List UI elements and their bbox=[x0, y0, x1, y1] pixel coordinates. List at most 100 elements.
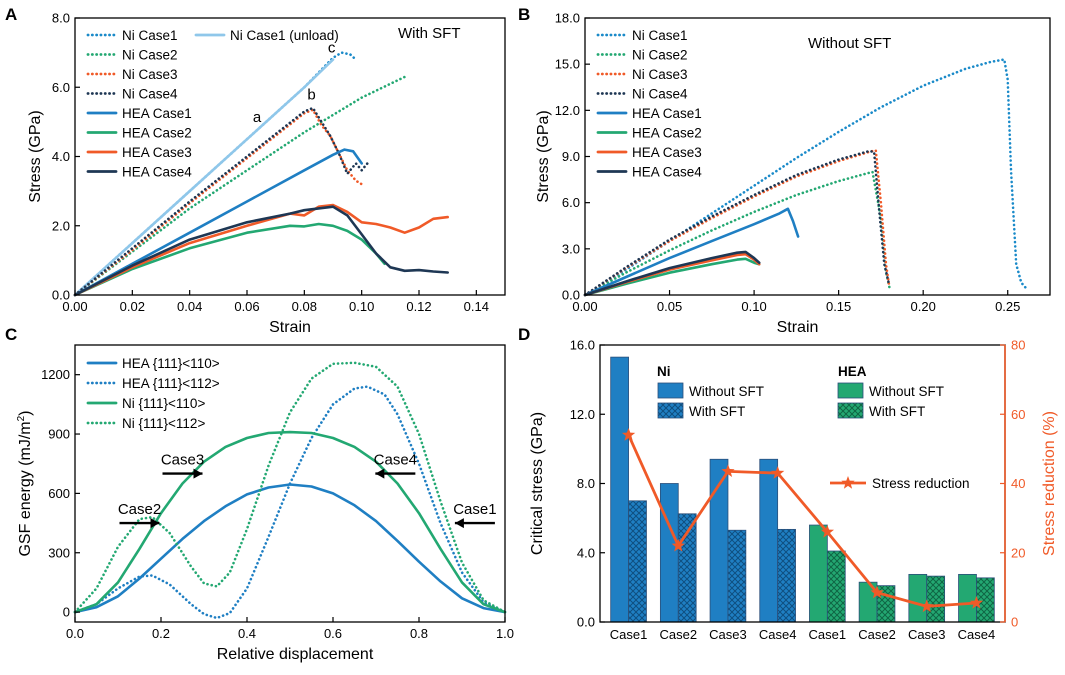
panel-d-right-y-tick-label: 60 bbox=[1011, 407, 1025, 422]
panel-b-legend-label-ni-case4: Ni Case4 bbox=[632, 87, 688, 102]
panel-a-legend-label-hea-case1: HEA Case1 bbox=[122, 106, 192, 121]
panel-b-series-ni-case1 bbox=[583, 58, 1030, 297]
panel-a-y-tick-label: 2.0 bbox=[52, 218, 70, 233]
panel-a-legend-label-ni-case1: Ni Case1 bbox=[122, 28, 178, 43]
panel-c-legend-label-hea-111-110: HEA {111}<110> bbox=[122, 356, 220, 371]
panel-c-y-tick-label: 600 bbox=[48, 486, 70, 501]
panel-d-stress-reduction-marker bbox=[969, 596, 984, 609]
panel-b-x-tick-label: 0.25 bbox=[995, 299, 1020, 314]
panel-c-legend-label-hea-111-112: HEA {111}<112> bbox=[122, 376, 220, 391]
panel-b-y-axis-title: Stress (GPa) bbox=[535, 110, 552, 202]
panel-c-y-tick-label: 1200 bbox=[41, 367, 70, 382]
panel-c-letter: C bbox=[5, 325, 17, 344]
panel-a-legend-label-ni-case4: Ni Case4 bbox=[122, 87, 178, 102]
panel-b-letter: B bbox=[518, 5, 530, 24]
panel-d-legend-label-stress-reduction: Stress reduction bbox=[872, 476, 970, 491]
panel-c-series-ni-111-112 bbox=[73, 361, 507, 614]
panel-a-series-hea-case3 bbox=[73, 203, 450, 297]
panel-c-arrow-head-case4 bbox=[375, 468, 385, 479]
panel-c-y-axis-title: GSF energy (mJ/m2) bbox=[16, 410, 34, 556]
panel-c-y-axis-title-main: GSF energy (mJ/m bbox=[17, 421, 34, 556]
panel-d-y-tick-label: 4.0 bbox=[577, 545, 595, 560]
panel-b-y-tick-label: 18.0 bbox=[555, 11, 580, 26]
panel-d-legend-group-title-hea: HEA bbox=[838, 364, 867, 379]
panel-a-y-tick-label: 0.0 bbox=[52, 288, 70, 303]
panel-c-y-axis-title-end: ) bbox=[17, 410, 34, 415]
panel-a-point-label-a: a bbox=[253, 109, 262, 126]
panel-b-y-tick-label: 0.0 bbox=[562, 288, 580, 303]
panel-a-legend-label-hea-case4: HEA Case4 bbox=[122, 165, 192, 180]
panel-c-gsf-energy: C 0.0 0.2 0.4 0.6 0.8 1.0 0 300 600 900 1200 Relativ… bbox=[5, 325, 514, 663]
panel-d-right-y-tick-label: 0 bbox=[1011, 615, 1018, 630]
panel-d-bar-without-sft-hea-case4 bbox=[958, 573, 977, 623]
panel-d-y-axis-title: Critical stress (GPa) bbox=[529, 412, 546, 555]
panel-d-critical-stress-bars: D Case1 Case2 Case3 Case4 Case1 Case2 Case3 Case… bbox=[518, 325, 1058, 642]
panel-d-y-tick-label: 16.0 bbox=[570, 338, 595, 353]
panel-d-bar-with-sft-hea-case4 bbox=[976, 577, 995, 623]
panel-c-arrow-head-case3 bbox=[193, 468, 203, 479]
panel-b-x-tick-label: 0.15 bbox=[826, 299, 851, 314]
panel-b-y-tick-label: 12.0 bbox=[555, 103, 580, 118]
panel-c-x-tick-label: 0.4 bbox=[238, 626, 256, 641]
panel-a-x-tick-label: 0.02 bbox=[120, 299, 145, 314]
panel-c-arrow-head-case1 bbox=[454, 518, 464, 529]
panel-b-legend-label-hea-case1: HEA Case1 bbox=[632, 106, 702, 121]
panel-d-x-tick-label: Case2 bbox=[659, 627, 697, 642]
panel-b-y-tick-label: 9.0 bbox=[562, 149, 580, 164]
panel-b-x-axis-title: Strain bbox=[777, 319, 819, 336]
panel-d-stress-reduction-marker bbox=[870, 585, 884, 599]
panel-c-x-tick-label: 0.0 bbox=[66, 626, 84, 641]
panel-d-bar-without-sft-ni-case1 bbox=[610, 356, 629, 623]
panel-d-bar-with-sft-hea-case3 bbox=[926, 575, 946, 623]
panel-c-x-tick-label: 1.0 bbox=[496, 626, 514, 641]
panel-a-y-axis-title: Stress (GPa) bbox=[27, 110, 44, 202]
panel-c-arrow-head-case2 bbox=[150, 518, 160, 529]
panel-c-x-axis-title: Relative displacement bbox=[217, 646, 374, 663]
panel-a-legend-label-ni-case3: Ni Case3 bbox=[122, 67, 178, 82]
panel-c-legend-label-ni-111-110: Ni {111}<110> bbox=[122, 396, 205, 411]
panel-b-legend-label-ni-case3: Ni Case3 bbox=[632, 67, 688, 82]
panel-d-stress-reduction-marker bbox=[920, 599, 934, 613]
panel-d-stress-reduction-line bbox=[627, 434, 977, 608]
panel-d-stress-reduction-marker bbox=[671, 538, 685, 552]
panel-a-stress-strain-with-sft: A 0.00 0.02 0.04 0.06 0.08 0.10 0.12 0.14 0.0 2.0 4… bbox=[5, 5, 506, 336]
panel-b-y-tick-label: 3.0 bbox=[562, 241, 580, 256]
panel-d-right-y-tick-label: 40 bbox=[1011, 476, 1025, 491]
panel-d-x-tick-label: Case3 bbox=[908, 627, 946, 642]
panel-b-x-tick-label: 0.20 bbox=[911, 299, 936, 314]
panel-d-legend-label-hea-with-sft: With SFT bbox=[869, 404, 925, 419]
panel-a-x-tick-label: 0.04 bbox=[177, 299, 202, 314]
panel-b-x-tick-label: 0.05 bbox=[657, 299, 682, 314]
panel-d-legend-label-ni-without-sft: Without SFT bbox=[689, 384, 764, 399]
panel-a-series-ni-case2 bbox=[73, 75, 407, 297]
panel-a-x-tick-label: 0.00 bbox=[62, 299, 87, 314]
panel-a-series-hea-case4 bbox=[73, 205, 450, 297]
panel-b-stress-strain-without-sft: B 0.00 0.05 0.10 0.15 0.20 0.25 0.0 3.0 6.0 9.0 12.… bbox=[518, 5, 1051, 336]
panel-d-legend-marker-stress-reduction bbox=[841, 476, 855, 489]
panel-c-series-ni-111-110 bbox=[73, 430, 507, 614]
panel-d-bar-without-sft-hea-case1 bbox=[809, 524, 828, 623]
panel-a-x-tick-label: 0.12 bbox=[406, 299, 431, 314]
panel-d-legend-swatch-ni-without-sft bbox=[657, 382, 684, 399]
panel-b-series-hea-case4 bbox=[583, 250, 761, 297]
panel-a-y-tick-label: 6.0 bbox=[52, 80, 70, 95]
panel-c-series-hea-111-112 bbox=[73, 385, 507, 620]
panel-a-series-ni-case1-unload bbox=[73, 58, 335, 297]
panel-b-x-tick-label: 0.10 bbox=[741, 299, 766, 314]
panel-c-arrow-label-case4: Case4 bbox=[374, 452, 417, 469]
panel-a-legend-label-ni-case2: Ni Case2 bbox=[122, 48, 178, 63]
panel-d-legend-swatch-hea-without-sft bbox=[837, 382, 864, 399]
panel-d-bar-without-sft-ni-case2 bbox=[659, 483, 679, 623]
panel-c-x-tick-label: 0.6 bbox=[324, 626, 342, 641]
panel-b-series-ni-case3 bbox=[583, 149, 891, 297]
panel-b-legend-label-ni-case1: Ni Case1 bbox=[632, 28, 688, 43]
panel-d-x-tick-label: Case1 bbox=[610, 627, 648, 642]
panel-d-y-tick-label: 0.0 bbox=[577, 615, 595, 630]
panel-b-legend-label-ni-case2: Ni Case2 bbox=[632, 48, 688, 63]
panel-c-arrow-label-case3: Case3 bbox=[161, 452, 204, 469]
panel-d-bar-with-sft-ni-case3 bbox=[727, 529, 747, 623]
panel-b-y-tick-label: 15.0 bbox=[555, 57, 580, 72]
panel-a-x-tick-label: 0.14 bbox=[464, 299, 489, 314]
panel-b-annotation: Without SFT bbox=[808, 35, 891, 52]
